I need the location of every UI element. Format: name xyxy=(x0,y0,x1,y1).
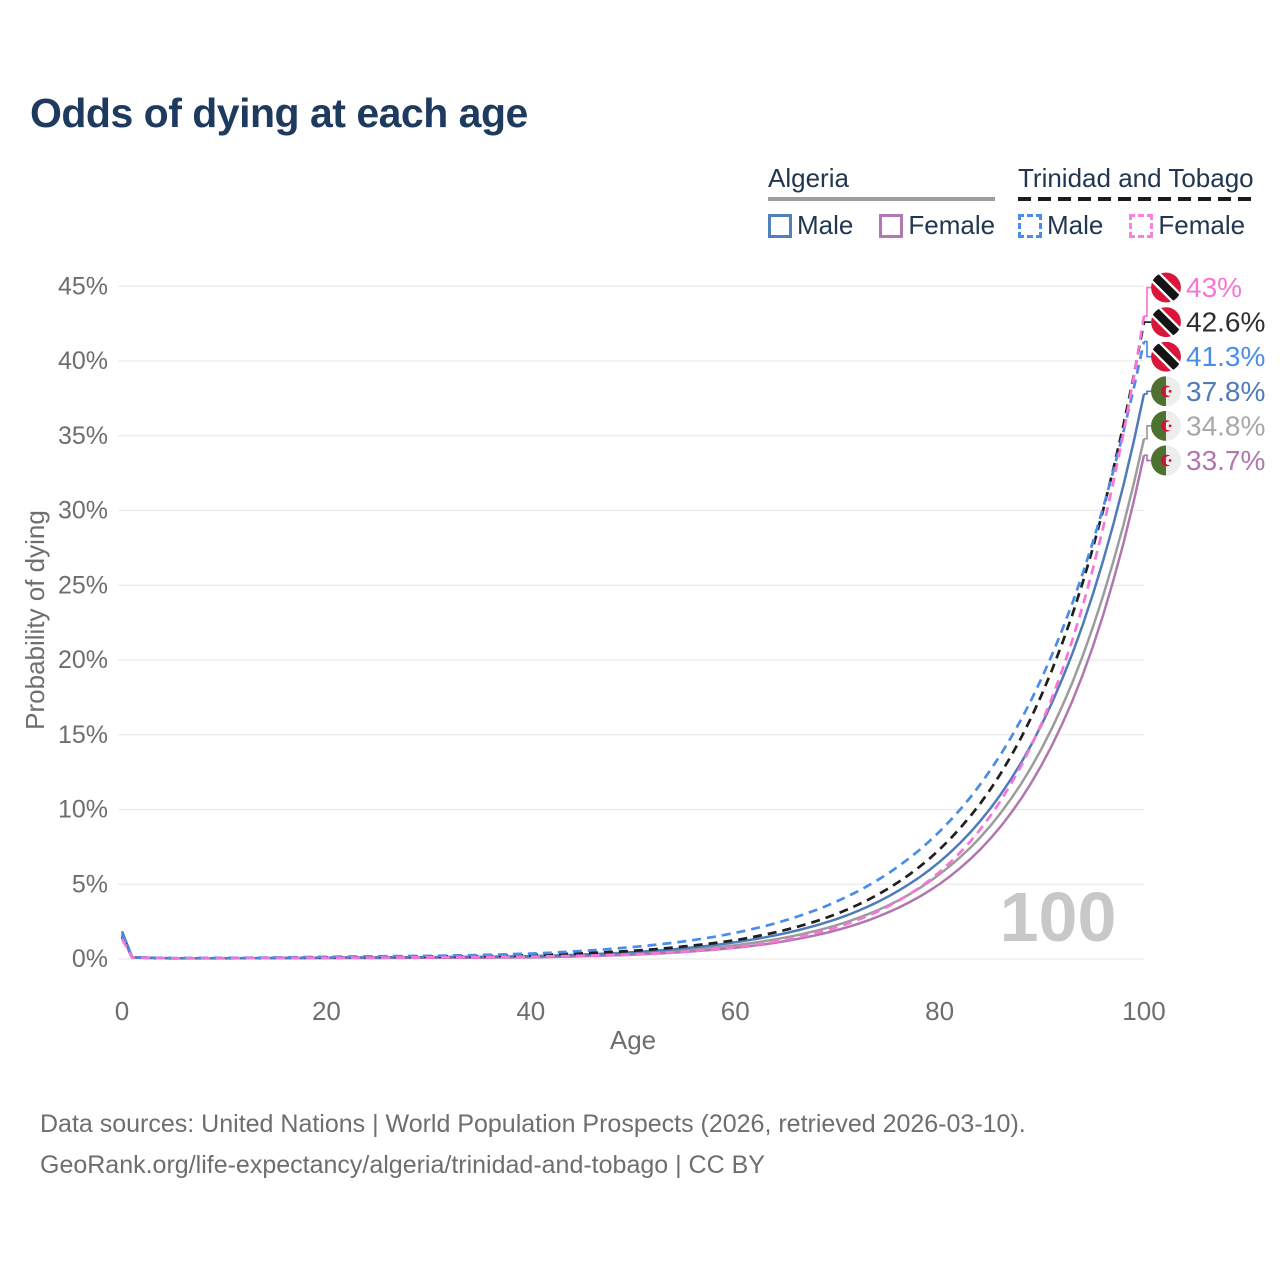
footer: Data sources: United Nations | World Pop… xyxy=(40,1104,1026,1186)
legend-group-algeria: Algeria Male Female xyxy=(768,163,996,241)
algeria-flag-icon xyxy=(1151,376,1181,406)
algeria-female-swatch-icon xyxy=(879,213,904,238)
end-value-label-tt_male: 41.3% xyxy=(1186,341,1265,372)
end-value-label-algeria_male: 37.8% xyxy=(1186,376,1265,407)
page-title: Odds of dying at each age xyxy=(30,90,528,136)
trinidad-flag-icon xyxy=(1146,267,1186,307)
trinidad-female-swatch-icon xyxy=(1129,213,1154,238)
legend-label-trinidad-male: Male xyxy=(1047,210,1104,240)
trinidad-flag-icon xyxy=(1146,337,1186,377)
algeria-male-swatch-icon xyxy=(768,213,792,238)
y-tick-label-35: 35% xyxy=(58,422,108,450)
hover-age-watermark: 100 xyxy=(1000,878,1117,956)
y-tick-label-45: 45% xyxy=(58,272,108,300)
x-tick-label-60: 60 xyxy=(721,996,750,1026)
end-label-connector-tt_female xyxy=(1144,286,1151,317)
end-label-connector-algeria_both xyxy=(1144,425,1151,440)
plot-area[interactable] xyxy=(118,270,1144,965)
end-value-label-algeria_female: 33.7% xyxy=(1186,445,1265,476)
x-tick-label-100: 100 xyxy=(1122,996,1165,1026)
legend-item-algeria-male[interactable]: Male xyxy=(768,210,853,241)
x-tick-label-0: 0 xyxy=(115,996,129,1026)
y-tick-label-30: 30% xyxy=(58,497,108,525)
x-tick-label-80: 80 xyxy=(925,996,954,1026)
y-tick-label-40: 40% xyxy=(58,347,108,375)
algeria-flag-icon xyxy=(1151,446,1181,476)
x-tick-label-20: 20 xyxy=(312,996,341,1026)
end-value-label-algeria_both: 34.8% xyxy=(1186,410,1265,441)
trinidad-dashed-line-swatch xyxy=(1018,197,1254,201)
y-tick-label-5: 5% xyxy=(72,870,108,898)
legend-label-algeria-female: Female xyxy=(908,210,996,240)
y-tick-label-20: 20% xyxy=(58,646,108,674)
legend-item-trinidad-male[interactable]: Male xyxy=(1018,210,1103,241)
algeria-flag-icon xyxy=(1151,411,1181,441)
end-value-label-tt_female: 43% xyxy=(1186,272,1242,303)
end-value-label-tt_both: 42.6% xyxy=(1186,307,1265,338)
footer-attribution: GeoRank.org/life-expectancy/algeria/trin… xyxy=(40,1151,765,1179)
y-tick-label-0: 0% xyxy=(72,945,108,973)
legend-label-algeria-male: Male xyxy=(797,210,854,240)
y-tick-label-15: 15% xyxy=(58,721,108,749)
legend-header-trinidad-and-tobago: Trinidad and Tobago xyxy=(1018,163,1254,193)
series-line-tt_female xyxy=(120,315,1146,960)
trinidad-flag-icon xyxy=(1146,302,1186,342)
end-label-connector-algeria_male xyxy=(1144,390,1151,395)
trinidad-male-swatch-icon xyxy=(1018,213,1042,238)
legend-label-trinidad-female: Female xyxy=(1158,210,1246,240)
y-tick-label-10: 10% xyxy=(58,796,108,824)
y-tick-label-25: 25% xyxy=(58,571,108,599)
footer-data-sources: Data sources: United Nations | World Pop… xyxy=(40,1110,1026,1138)
legend-group-trinidad-and-tobago: Trinidad and Tobago Male Female xyxy=(1018,163,1254,241)
legend-item-algeria-female[interactable]: Female xyxy=(879,210,995,241)
end-label-connector-tt_male xyxy=(1144,340,1151,358)
x-tick-label-40: 40 xyxy=(516,996,545,1026)
end-label-connector-algeria_female xyxy=(1144,454,1151,462)
legend-header-algeria: Algeria xyxy=(768,163,849,193)
x-axis-title: Age xyxy=(610,1025,656,1055)
algeria-solid-line-swatch xyxy=(768,197,996,201)
legend-item-trinidad-female[interactable]: Female xyxy=(1129,210,1245,241)
y-axis-title: Probability of dying xyxy=(20,510,50,730)
